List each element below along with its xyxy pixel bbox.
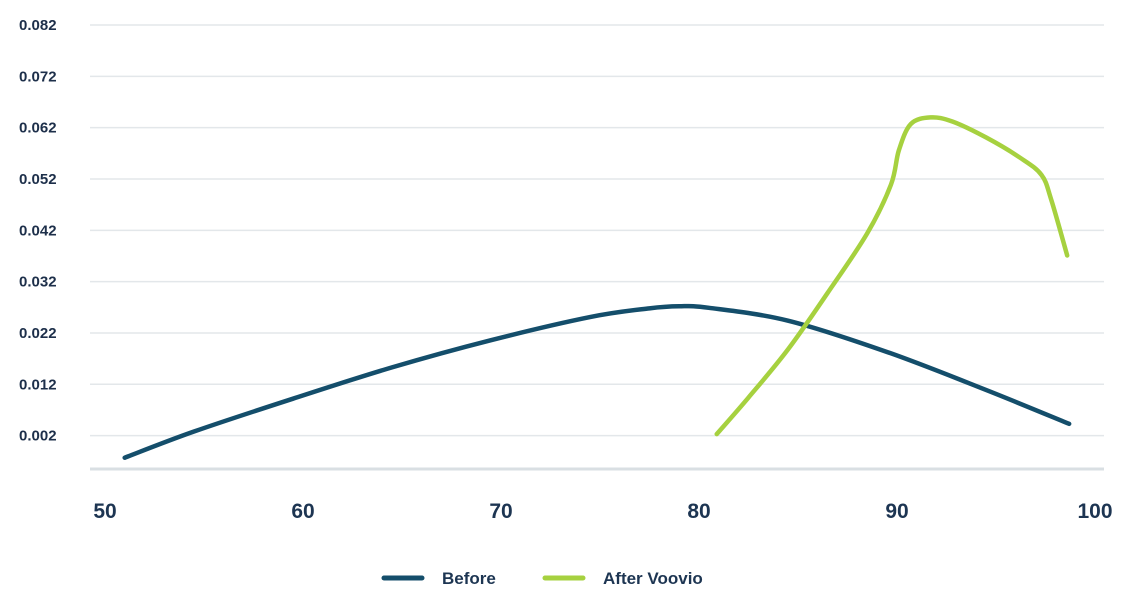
y-tick-label: 0.012 [19, 376, 57, 393]
y-tick-label: 0.022 [19, 325, 57, 342]
series-lines [122, 115, 1072, 460]
y-tick-label: 0.062 [19, 120, 57, 137]
x-axis-ticks: 50 60 70 80 90 100 [93, 500, 1112, 523]
x-tick-label: 70 [489, 500, 512, 523]
series-line-before [122, 303, 1072, 460]
y-tick-label: 0.082 [19, 17, 57, 34]
legend-label-before: Before [442, 569, 496, 588]
y-axis-ticks: 0.082 0.072 0.062 0.052 0.042 0.032 0.022 0.012… [19, 17, 57, 445]
x-tick-label: 90 [885, 500, 908, 523]
y-tick-label: 0.072 [19, 68, 57, 85]
y-tick-label: 0.002 [19, 428, 57, 445]
legend-label-after-voovio: After Voovio [603, 569, 703, 588]
x-tick-label: 100 [1077, 500, 1112, 523]
gridlines [90, 24, 1104, 471]
x-tick-label: 60 [291, 500, 314, 523]
y-tick-label: 0.052 [19, 171, 57, 188]
x-tick-label: 50 [93, 500, 116, 523]
y-tick-label: 0.032 [19, 274, 57, 291]
y-tick-label: 0.042 [19, 222, 57, 239]
series-line-after-voovio [714, 115, 1070, 437]
x-tick-label: 80 [687, 500, 710, 523]
legend: Before After Voovio [381, 569, 703, 588]
